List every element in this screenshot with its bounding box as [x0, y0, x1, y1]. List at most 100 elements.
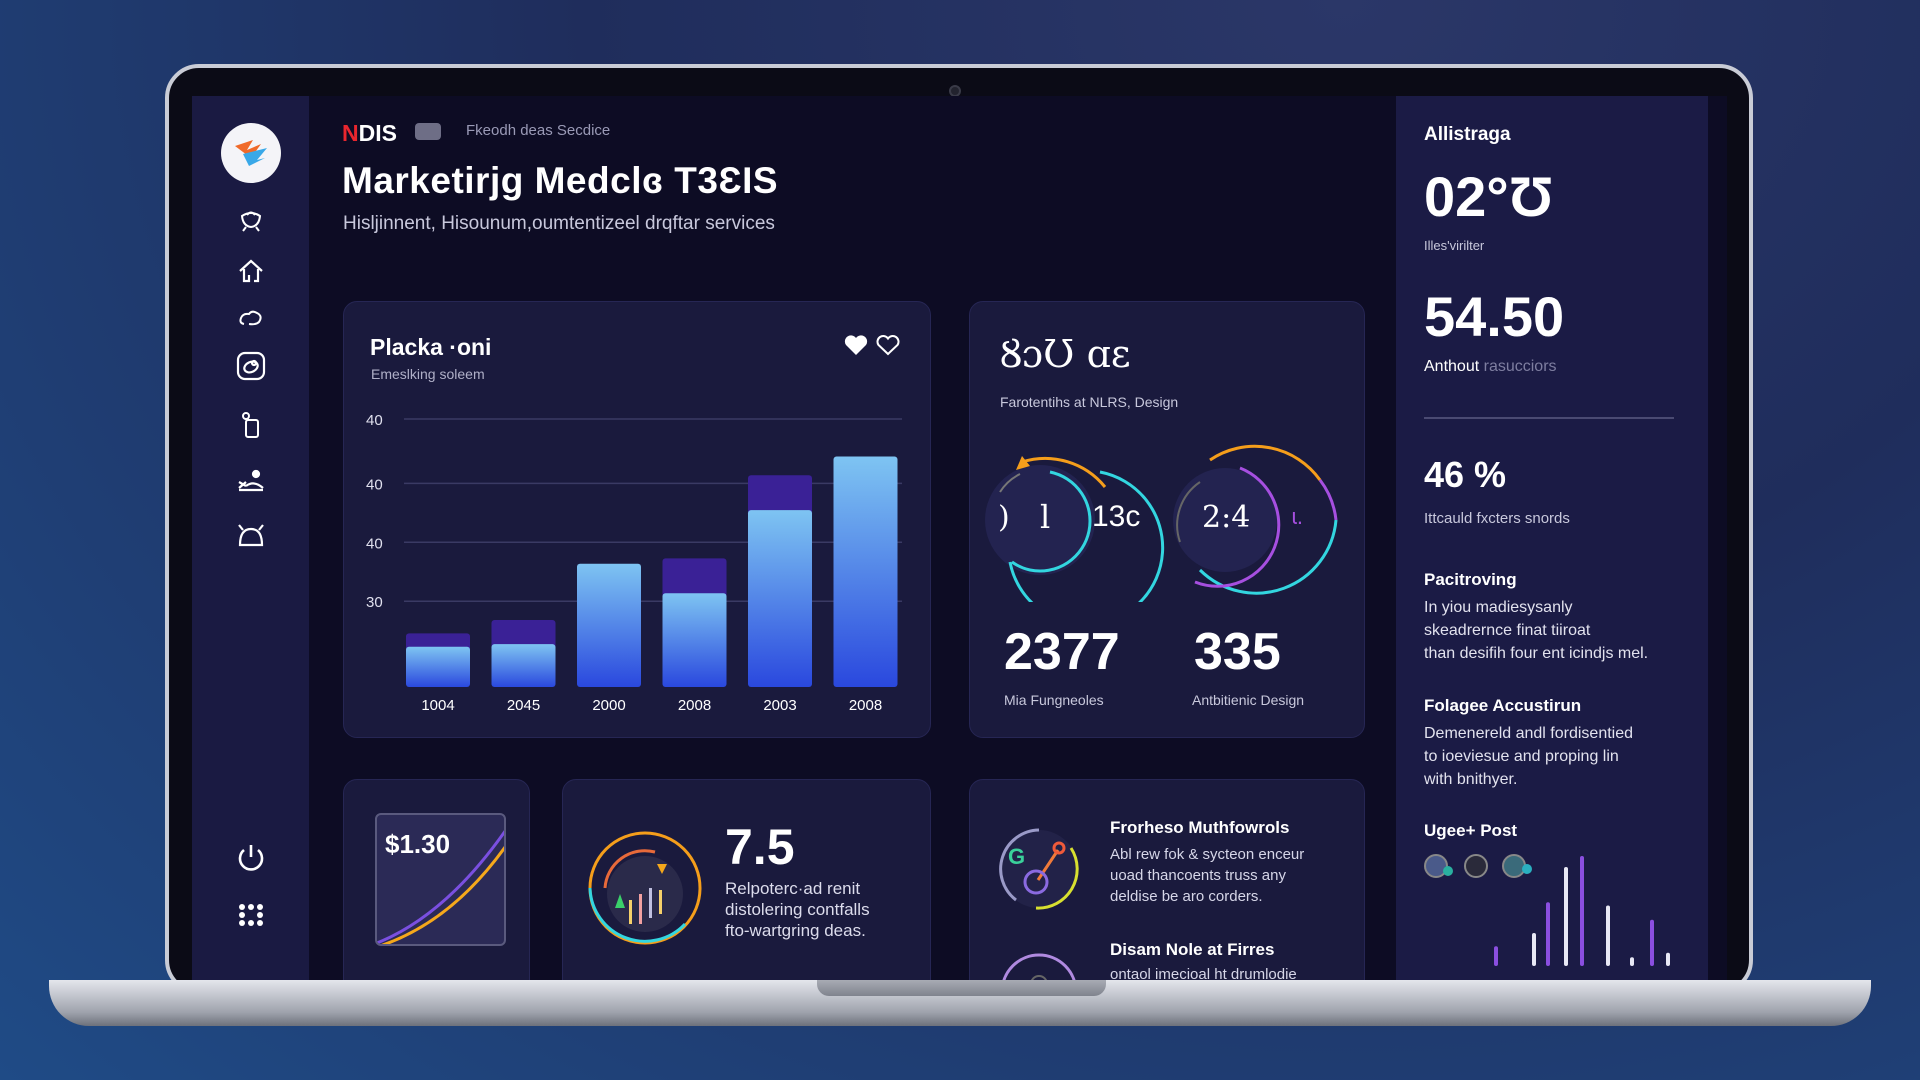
heart-filled-icon[interactable] [844, 334, 868, 361]
home-icon[interactable] [232, 252, 270, 290]
basket-icon[interactable] [232, 516, 270, 554]
feature-user-icon [1001, 953, 1077, 982]
mini-bar [1532, 933, 1536, 966]
section-line: In yiou madiesysanly [1424, 599, 1573, 616]
status-dot [1522, 864, 1532, 874]
page-title: Marketirjg Medclɞ T3ƐIS [342, 160, 779, 201]
section-line: than desifih four ent icindjs mel. [1424, 645, 1649, 662]
brand-tagline: Fkeodh deas Secdice [466, 122, 611, 139]
power-icon[interactable] [232, 839, 270, 877]
x-tick-label: 2045 [507, 697, 540, 714]
y-tick-label: 40 [366, 476, 383, 493]
ring-gauges [985, 444, 1338, 602]
panel-stat-2-label: Anthout rasucciors [1424, 358, 1557, 376]
feature-line: Abl rew fok & sycteon enceur [1110, 846, 1305, 863]
chart-card: Placka ·oni Emeslking soleem 40 40 40 30 100… [343, 301, 931, 738]
sidebar [192, 96, 309, 982]
brand-logo: NDIS [342, 120, 397, 146]
feature-title-1: Frorheso Muthfowrols [1110, 818, 1290, 837]
right-panel: Allistraga 02°Ʊ Illes'virilter 54.50 Ant… [1396, 96, 1708, 982]
rings-subtitle: Farotentihs at NLRS, Design [1000, 394, 1179, 410]
panel-stat-3-value: 46 % [1424, 454, 1507, 495]
feature-analytics-icon: G [999, 828, 1079, 910]
section-title-1: Pacitroving [1424, 570, 1517, 589]
feature-line: deldise be aro corders. [1110, 888, 1263, 905]
rings-title: ȢɔƱ ɑɛ [1000, 332, 1131, 376]
stat-value-2: 335 [1194, 623, 1281, 681]
camera-icon[interactable] [232, 347, 270, 385]
ring-gauge-2 [1173, 444, 1338, 595]
panel-divider [1424, 417, 1674, 419]
y-tick-label: 40 [366, 412, 383, 429]
stat-label-2: Antbitienic Design [1192, 692, 1305, 708]
price-card: $1.30 [343, 779, 530, 982]
device-icon[interactable] [232, 406, 270, 444]
mini-bar [1606, 905, 1610, 966]
landscape-icon[interactable] [232, 461, 270, 499]
chart-title: Placka ·oni [370, 334, 492, 360]
panel-stat-2-value: 54.50 [1424, 285, 1565, 348]
label-strong: Anthout [1424, 358, 1480, 375]
x-tick-label: 1004 [421, 697, 454, 714]
score-line: distolering contfalls [725, 900, 870, 919]
feature-desc-2: ontaol imecioal ht drumlodie [1110, 966, 1297, 982]
bar-segment-secondary [491, 620, 556, 651]
bar-segment-secondary [748, 475, 812, 517]
mini-bar [1580, 856, 1584, 966]
features-card: G Frorheso Muthfowrols Abl rew fok & syc… [969, 779, 1365, 982]
page-subtitle: Hisljinnent, Hisounum,oumtentizeel drqft… [343, 213, 775, 234]
bar-segment-primary [406, 646, 470, 687]
score-line: fto-wartgring deas. [725, 921, 866, 940]
rings-card: ȢɔƱ ɑɛ Farotentihs at NLRS, Design ) l [969, 301, 1365, 738]
score-value: 7.5 [725, 819, 795, 875]
post-avatar[interactable] [1464, 854, 1488, 878]
price-sparkline: $1.30 [375, 813, 506, 946]
ring-2-center: 2:4 [1202, 500, 1251, 535]
heart-outline-icon[interactable] [876, 334, 900, 361]
feature-title-2: Disam Nole at Firres [1110, 940, 1275, 959]
panel-stat-3-label: Ittcauld fxcters snords [1424, 510, 1570, 527]
laptop-screen: NDIS Fkeodh deas Secdice Marketirjg Medc… [192, 96, 1727, 982]
arrow-icon [1016, 456, 1030, 470]
section-body-1: In yiou madiesysanly skeadrernce finat t… [1424, 596, 1648, 665]
y-tick-label: 30 [366, 594, 383, 611]
x-tick-label: 2003 [763, 697, 796, 714]
logo-avatar[interactable] [221, 123, 281, 183]
mini-bar [1630, 957, 1634, 966]
ring-1-center: l [1040, 498, 1051, 536]
bag-icon[interactable] [232, 201, 270, 239]
x-tick-label: 2008 [849, 697, 882, 714]
mini-bar [1650, 919, 1654, 966]
growth-chart-icon [588, 831, 702, 945]
section-line: Demenereld andl fordisentied [1424, 725, 1634, 742]
brand-badge-icon [415, 123, 441, 140]
mini-bar [1564, 867, 1568, 966]
score-card: 7.5 Relpoterc·ad renit distolering contf… [562, 779, 931, 982]
status-dot [1443, 866, 1453, 876]
x-tick-label: 2000 [592, 697, 625, 714]
panel-stat-1-value: 02°Ʊ [1424, 165, 1554, 228]
section-line: to ioeviesue and proping lin [1424, 748, 1619, 765]
section-line: skeadrernce finat tiiroat [1424, 622, 1591, 639]
panel-stat-1-label: Illes'virilter [1424, 238, 1485, 253]
svg-text:G: G [1008, 844, 1025, 869]
cloud-icon[interactable] [232, 299, 270, 337]
section-body-2: Demenereld andl fordisentied to ioeviesu… [1424, 722, 1633, 791]
ring-1-side: 13c [1092, 500, 1141, 533]
apps-grid-icon[interactable] [232, 896, 270, 934]
section-line: with bnithyer. [1424, 771, 1518, 788]
stat-label-1: Mia Fungneoles [1004, 692, 1104, 708]
bar-segment-primary [662, 593, 727, 687]
price-value: $1.30 [385, 829, 451, 859]
ring-gauge-1 [985, 456, 1165, 602]
y-tick-label: 40 [366, 535, 383, 552]
posts-title: Ugee+ Post [1424, 821, 1518, 840]
posts-mini-chart [1494, 856, 1670, 966]
mini-bar [1546, 902, 1550, 966]
mini-bar [1666, 952, 1670, 966]
bar-segment-secondary [662, 558, 727, 600]
score-line: Relpoterc·ad renit [725, 879, 861, 898]
bar-segment-primary [748, 510, 812, 687]
panel-title: Allistraga [1424, 124, 1511, 145]
feature-line: uoad thancoents truss any [1110, 867, 1286, 884]
